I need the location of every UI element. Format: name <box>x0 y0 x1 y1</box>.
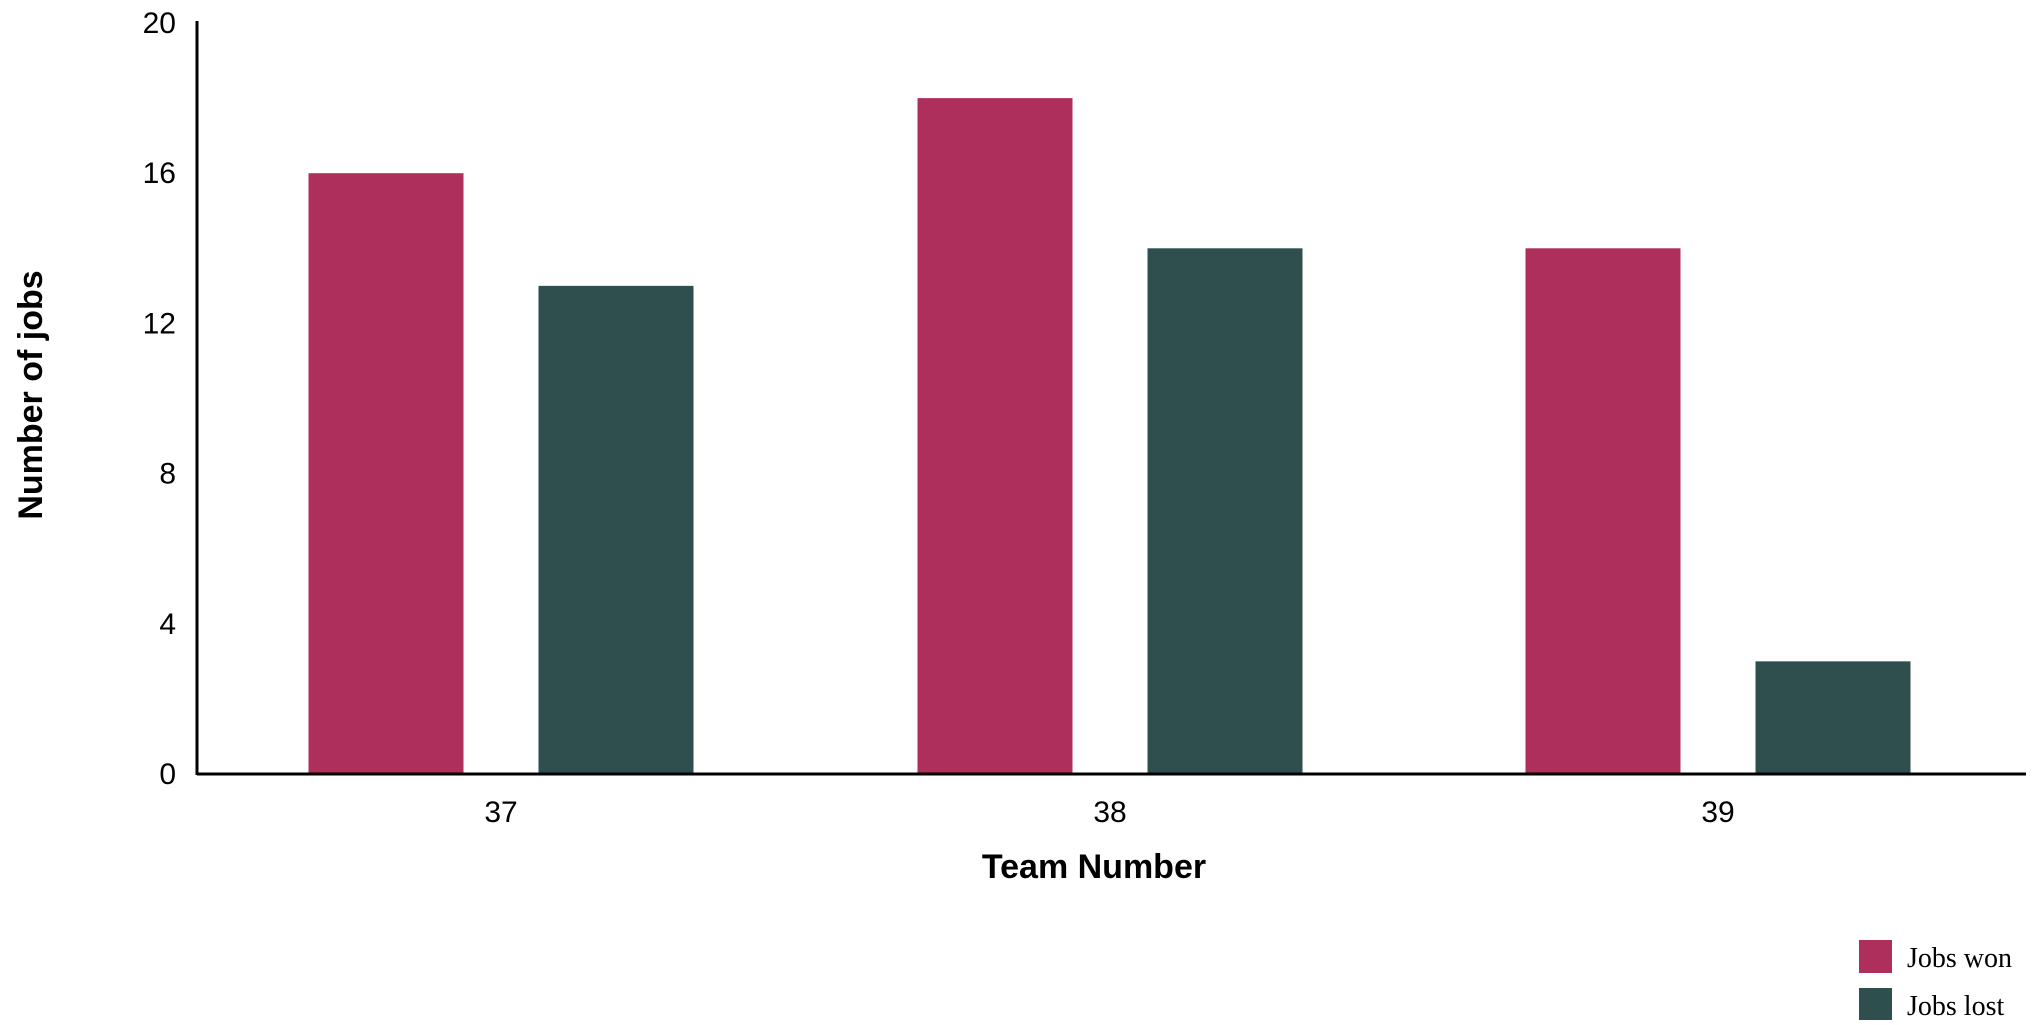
y-tick-label: 8 <box>159 458 176 491</box>
x-tick-labels: 37 38 39 <box>484 796 1734 829</box>
legend: Jobs won Jobs lost <box>1859 940 2012 1022</box>
bar-jobs-won-38 <box>917 98 1073 775</box>
y-tick-label: 12 <box>143 307 176 340</box>
bar-jobs-won-37 <box>308 173 464 774</box>
legend-label-jobs-won: Jobs won <box>1907 943 2012 974</box>
legend-label-jobs-lost: Jobs lost <box>1907 991 2004 1020</box>
bar-jobs-won-39 <box>1525 248 1681 775</box>
bars-layer <box>308 98 1911 775</box>
y-tick-label: 0 <box>159 758 176 791</box>
y-axis-title: Number of jobs <box>12 270 50 519</box>
axes-layer <box>195 21 2026 776</box>
bar-jobs-lost-38 <box>1147 248 1303 775</box>
x-tick-label: 37 <box>484 796 517 829</box>
y-tick-label: 4 <box>159 608 176 641</box>
y-tick-label: 16 <box>143 157 176 190</box>
legend-swatch-jobs-won <box>1859 940 1892 973</box>
bar-jobs-lost-39 <box>1755 661 1911 774</box>
y-tick-labels: 0 4 8 12 16 20 <box>143 7 176 791</box>
x-axis-title: Team Number <box>982 848 1206 886</box>
bar-jobs-lost-37 <box>538 285 694 774</box>
y-tick-label: 20 <box>143 7 176 40</box>
x-tick-label: 39 <box>1701 796 1734 829</box>
x-tick-label: 38 <box>1093 796 1126 829</box>
legend-swatch-jobs-lost <box>1859 988 1892 1021</box>
